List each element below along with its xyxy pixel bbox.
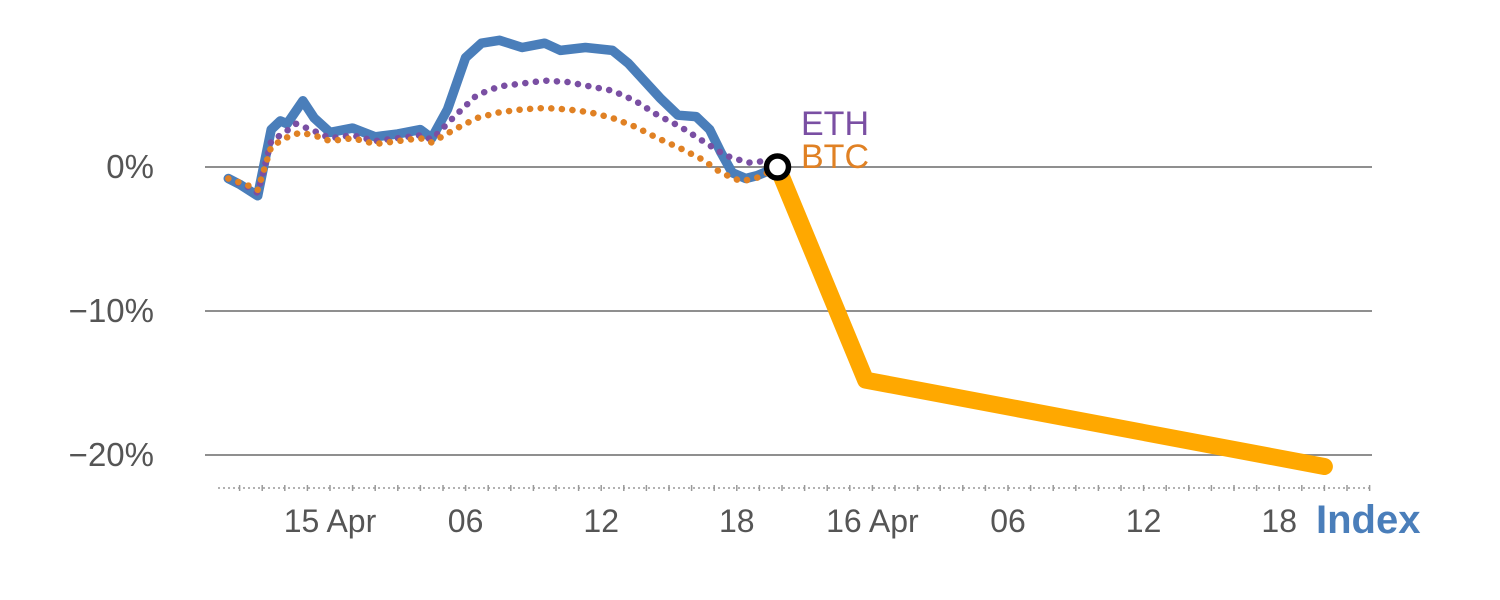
y-tick-label: −10% [68,292,154,329]
index-forecast-line [769,158,1333,475]
x-tick-label: 06 [990,503,1026,539]
current-point-marker [763,153,792,181]
x-tick-label: 18 [1261,503,1297,539]
index-series-label: Index [1316,498,1421,542]
btc-line [225,104,781,194]
index-line [223,35,783,201]
y-tick-label: 0% [106,148,154,185]
x-tick-label: 15 Apr [283,503,377,539]
eth-series-label: ETH [801,105,869,143]
x-tick-label: 18 [719,503,755,539]
eth-line [225,77,781,197]
x-tick-label: 16 Apr [826,503,919,539]
x-tick-label: 12 [1125,503,1162,539]
x-tick-label: 06 [447,503,484,539]
y-tick-label: −20% [68,436,154,473]
btc-series-label: BTC [801,138,869,176]
x-tick-label: 12 [583,503,619,539]
